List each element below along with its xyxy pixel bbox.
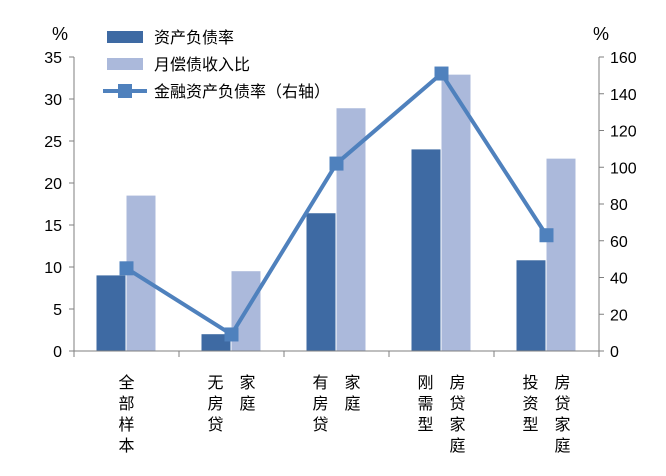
left-tick-label-35: 35 (44, 50, 62, 67)
right-tick-label-140: 140 (610, 87, 637, 104)
category-label-0-0: 全部样本 (118, 373, 134, 455)
right-tick-label-100: 100 (610, 160, 637, 177)
right-tick-label-120: 120 (610, 124, 637, 141)
legend-label-1: 月偿债收入比 (154, 55, 250, 74)
left-axis-unit: % (52, 24, 68, 44)
left-tick-label-10: 10 (44, 260, 62, 277)
right-tick-label-160: 160 (610, 50, 637, 67)
right-tick-label-40: 40 (610, 271, 628, 288)
bar-debt-income-4 (546, 158, 576, 351)
axes: 0 5 10 15 20 25 30 35 0 20 40 60 80 100 120 140 160 (44, 50, 637, 361)
bar-asset-liability-4 (516, 260, 546, 351)
category-label-4-1: 房贷家庭 (554, 373, 570, 455)
category-label-1-0: 无房贷 (207, 373, 223, 434)
line-point-3 (434, 66, 449, 81)
legend-label-0: 资产负债率 (154, 28, 234, 47)
line-point-0 (119, 261, 134, 276)
line-point-2 (329, 156, 344, 171)
left-tick-label-0: 0 (53, 344, 62, 361)
line-point-1 (224, 327, 239, 342)
category-label-3-1: 房贷家庭 (449, 373, 465, 455)
left-tick-label-20: 20 (44, 176, 62, 193)
right-tick-label-80: 80 (610, 197, 628, 214)
right-tick-label-20: 20 (610, 307, 628, 324)
bar-asset-liability-3 (411, 149, 441, 351)
category-label-4-0: 投资型 (522, 373, 538, 434)
category-label-3-0: 刚需型 (417, 373, 433, 434)
bar-asset-liability-0 (96, 275, 126, 351)
category-label-2-1: 家庭 (344, 373, 360, 413)
right-tick-label-0: 0 (610, 344, 619, 361)
bar-debt-income-3 (441, 74, 471, 351)
left-tick-label-5: 5 (53, 302, 62, 319)
bar-asset-liability-1 (201, 334, 231, 351)
legend-marker-2 (118, 84, 132, 98)
right-axis-unit: % (593, 24, 609, 44)
plot-area (96, 66, 576, 352)
category-label-2-0: 有房贷 (312, 373, 328, 434)
legend-label-2: 金融资产负债率（右轴） (154, 82, 330, 101)
left-tick-label-30: 30 (44, 92, 62, 109)
category-label-1-1: 家庭 (239, 373, 255, 413)
legend-swatch-0 (107, 31, 143, 43)
legend-swatch-1 (107, 58, 143, 70)
bar-asset-liability-2 (306, 213, 336, 351)
right-tick-label-60: 60 (610, 234, 628, 251)
left-tick-label-15: 15 (44, 218, 62, 235)
left-tick-label-25: 25 (44, 134, 62, 151)
line-point-4 (539, 228, 554, 243)
